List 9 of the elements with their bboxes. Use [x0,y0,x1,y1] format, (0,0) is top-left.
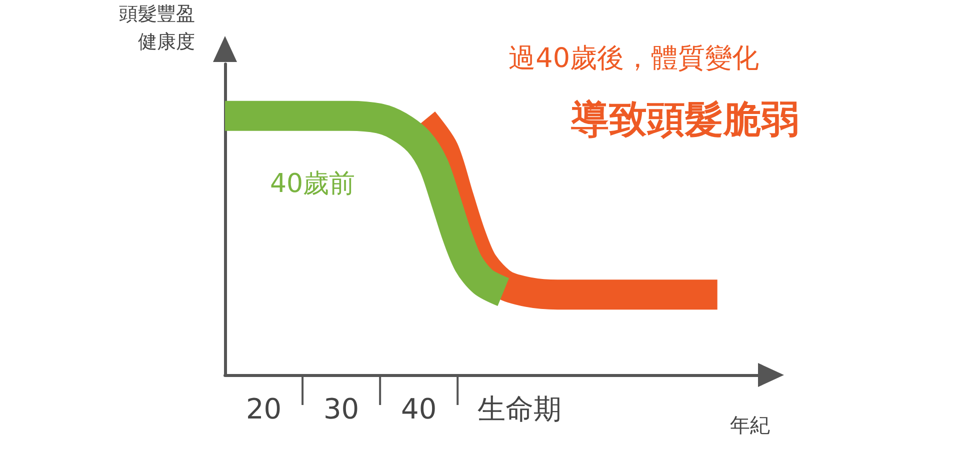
chart-subtitle: 導致頭髮脆弱 [570,97,799,141]
x-tick-label: 30 [323,392,360,426]
chart-title: 過40歲後，體質變化 [508,43,760,74]
x-tick-label: 生命期 [478,392,562,426]
x-axis-title: 年紀 [730,413,770,437]
y-axis-title: 頭髮豐盈健康度 [119,3,195,53]
text: 40歲前 [270,168,356,199]
x-tick-label: 20 [246,392,282,426]
x-tick-label: 40 [401,392,437,426]
